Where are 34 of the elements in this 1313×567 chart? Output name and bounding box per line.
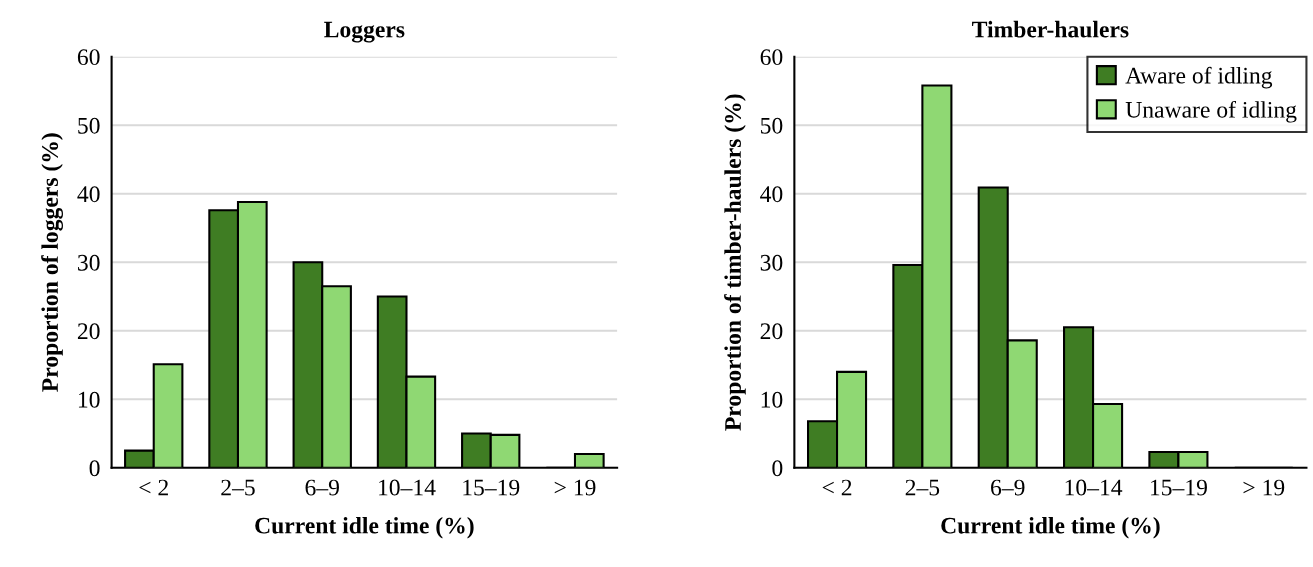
y-tick-label: 60 (77, 49, 100, 66)
x-axis-title: Current idle time (%) (941, 516, 1160, 539)
x-tick-label: 15–19 (463, 479, 520, 496)
x-tick-label: < 2 (822, 479, 852, 496)
y-tick-label: 10 (78, 391, 100, 408)
y-tick-label: 0 (89, 460, 100, 477)
x-tick-label: 2–5 (221, 479, 255, 496)
y-tick-label: 40 (760, 186, 783, 203)
y-axis-title: Proportion of timber-haulers (%) (724, 94, 746, 431)
y-tick-label: 20 (77, 323, 100, 340)
x-axis-title: Current idle time (%) (255, 516, 474, 539)
y-tick-label: 50 (761, 117, 783, 134)
y-tick-label: 20 (760, 323, 783, 340)
legend-label: Unaware of idling (1125, 100, 1297, 123)
x-tick-label: 2–5 (905, 479, 940, 496)
x-tick-label: 10–14 (1065, 479, 1123, 496)
x-tick-label: 6–9 (991, 479, 1025, 496)
chart-title: Timber-haulers (972, 20, 1129, 38)
legend-label: Aware of idling (1125, 66, 1273, 89)
x-tick-label: 6–9 (305, 479, 339, 496)
y-tick-label: 30 (760, 254, 783, 271)
x-tick-label: 15–19 (1150, 479, 1207, 496)
y-tick-label: 60 (760, 49, 783, 66)
y-tick-label: 0 (772, 460, 783, 477)
y-tick-label: 10 (761, 391, 783, 408)
y-tick-label: 30 (78, 254, 100, 271)
x-tick-label: > 19 (554, 479, 596, 496)
chart-title: Loggers (324, 21, 405, 43)
x-tick-label: 10–14 (379, 479, 436, 496)
y-tick-label: 40 (77, 186, 100, 203)
y-tick-label: 50 (78, 117, 100, 134)
y-axis-title: Proportion of loggers (%) (41, 133, 63, 392)
x-tick-label: < 2 (139, 479, 168, 496)
x-tick-label: > 19 (1243, 479, 1285, 496)
